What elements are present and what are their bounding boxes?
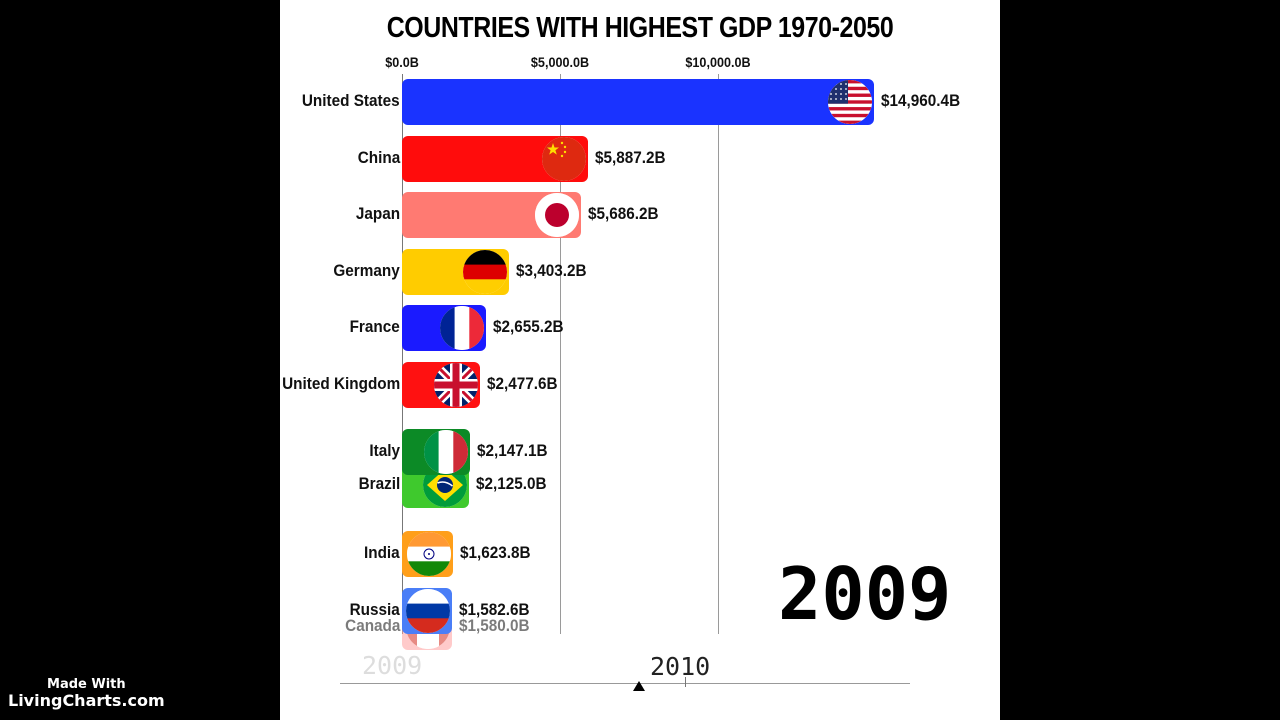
category-label: Russia [349,599,400,619]
uk-flag-icon [434,362,479,407]
bar-russia [402,587,452,634]
bar-china [402,135,588,182]
category-label: Brazil [358,474,400,494]
russia-flag-icon [405,588,450,633]
china-flag-icon [541,136,586,181]
india-flag-icon [407,532,452,576]
bar-japan [402,192,582,238]
bar-france [402,305,486,351]
value-label: $2,147.1B [476,441,548,461]
bar-germany [402,248,510,295]
value-label: $2,477.6B [487,373,558,393]
year-counter: 2009 [778,552,952,636]
value-label: $1,580.0B [458,616,530,636]
japan-flag-icon [535,193,580,237]
germany-flag-icon [463,249,508,294]
timeline-position-marker[interactable] [633,681,645,691]
category-label: Japan [355,204,400,223]
category-label: United Kingdom [281,373,400,393]
value-label: $5,686.2B [588,204,660,223]
value-label: $1,582.6B [458,599,530,619]
x-tick-label: $5,000.0B [530,54,589,70]
france-flag-icon [439,306,484,350]
category-label: United States [302,91,400,110]
watermark-line1: Made With [47,677,126,692]
category-label: India [364,543,400,562]
value-label: $2,125.0B [476,474,547,494]
watermark: Made With LivingCharts.com [8,677,165,709]
italy-flag-icon [423,430,468,475]
timeline-track[interactable] [340,683,910,684]
watermark-line2: LivingCharts.com [8,691,165,710]
bar-india [402,531,454,577]
chart-title: COUNTRIES WITH HIGHEST GDP 1970-2050 [386,12,894,44]
timeline-year-label: 2010 [650,652,711,681]
value-label: $1,623.8B [460,543,531,562]
value-label: $2,655.2B [492,317,564,336]
x-tick-label: $0.0B [385,54,419,70]
bar-united-states [402,79,875,125]
gridline [717,74,719,634]
gridline [559,74,561,634]
category-label: Canada [344,616,400,636]
us-flag-icon [828,80,873,124]
value-label: $5,887.2B [594,147,666,167]
category-label: Germany [333,260,400,280]
x-tick-label: $10,000.0B [684,54,751,70]
timeline-tick [685,677,686,687]
timeline-ghost-year: 2009 [362,651,423,680]
value-label: $3,403.2B [516,260,587,280]
bar-italy [402,429,470,476]
bar-united-kingdom [402,361,481,408]
category-label: China [357,147,400,167]
category-label: France [349,317,400,336]
category-label: Italy [369,441,400,461]
chart-panel: COUNTRIES WITH HIGHEST GDP 1970-2050 $0.… [280,0,1000,720]
y-axis-line [402,74,403,634]
value-label: $14,960.4B [881,91,961,110]
